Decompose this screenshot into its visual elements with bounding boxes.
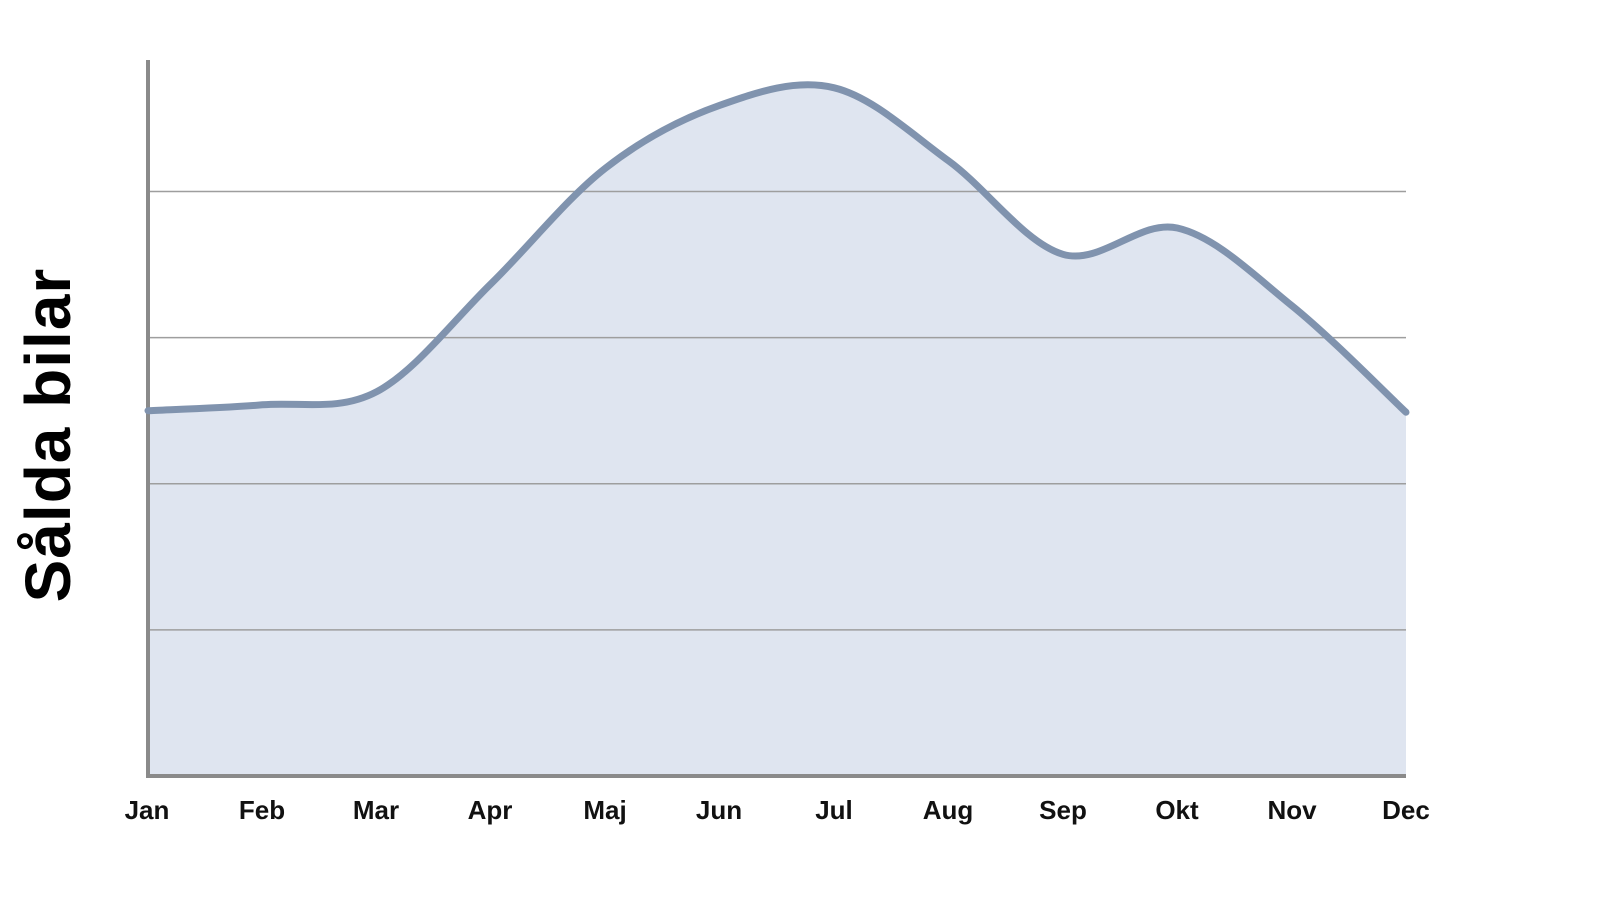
- x-axis-label: Jan: [124, 795, 170, 825]
- series-line: [144, 81, 1410, 416]
- y-axis-title: Sålda bilar: [12, 267, 84, 603]
- axes: [146, 60, 1406, 778]
- x-axis-label: Jun: [695, 795, 743, 825]
- x-axis-label: Mar: [352, 795, 400, 825]
- area-fill: [148, 84, 1406, 776]
- x-axis-label: Maj: [583, 795, 627, 825]
- x-axis-label: Nov: [1267, 795, 1317, 825]
- x-axis-label: Aug: [922, 795, 974, 825]
- x-axis-label: Apr: [467, 795, 513, 825]
- x-axis-label: Sep: [1039, 795, 1087, 825]
- x-axis-label: Feb: [238, 795, 286, 825]
- x-axis-label: Dec: [1382, 795, 1430, 825]
- x-axis-label: Okt: [1155, 795, 1199, 825]
- x-axis-label: Jul: [815, 795, 853, 825]
